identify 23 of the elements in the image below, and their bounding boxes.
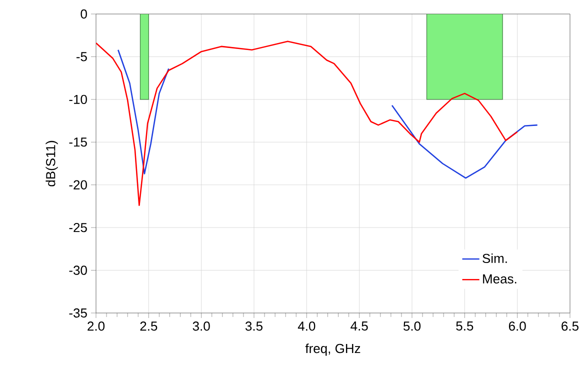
y-tick-label: -15 xyxy=(69,138,87,147)
y-tick-label: -10 xyxy=(69,94,87,104)
legend-label: Sim. xyxy=(482,253,507,264)
y-tick-label: -5 xyxy=(76,52,87,62)
x-axis-title: freq, GHz xyxy=(305,344,360,356)
x-tick-label: 6.5 xyxy=(562,322,578,331)
x-tick-label: 4.0 xyxy=(298,322,316,331)
y-tick-label: -25 xyxy=(69,222,87,232)
legend-label: Meas. xyxy=(483,274,516,284)
x-tick-label: 3.5 xyxy=(245,322,262,331)
y-tick-label: -20 xyxy=(69,180,87,190)
x-tick-label: 6.0 xyxy=(508,322,526,331)
y-tick-label: -35 xyxy=(69,308,87,318)
y-tick-label: 0 xyxy=(80,9,87,19)
x-tick-label: 2.0 xyxy=(88,322,105,331)
x-tick-label: 5.0 xyxy=(403,322,421,331)
x-tick-label: 5.5 xyxy=(456,322,474,331)
y-tick-label: -30 xyxy=(69,266,87,275)
x-tick-label: 4.5 xyxy=(350,322,368,331)
x-tick-label: 3.0 xyxy=(192,322,210,331)
line-series xyxy=(96,40,518,206)
x-tick-label: 2.5 xyxy=(140,322,158,331)
y-axis-title: dB(S11) xyxy=(46,140,58,186)
